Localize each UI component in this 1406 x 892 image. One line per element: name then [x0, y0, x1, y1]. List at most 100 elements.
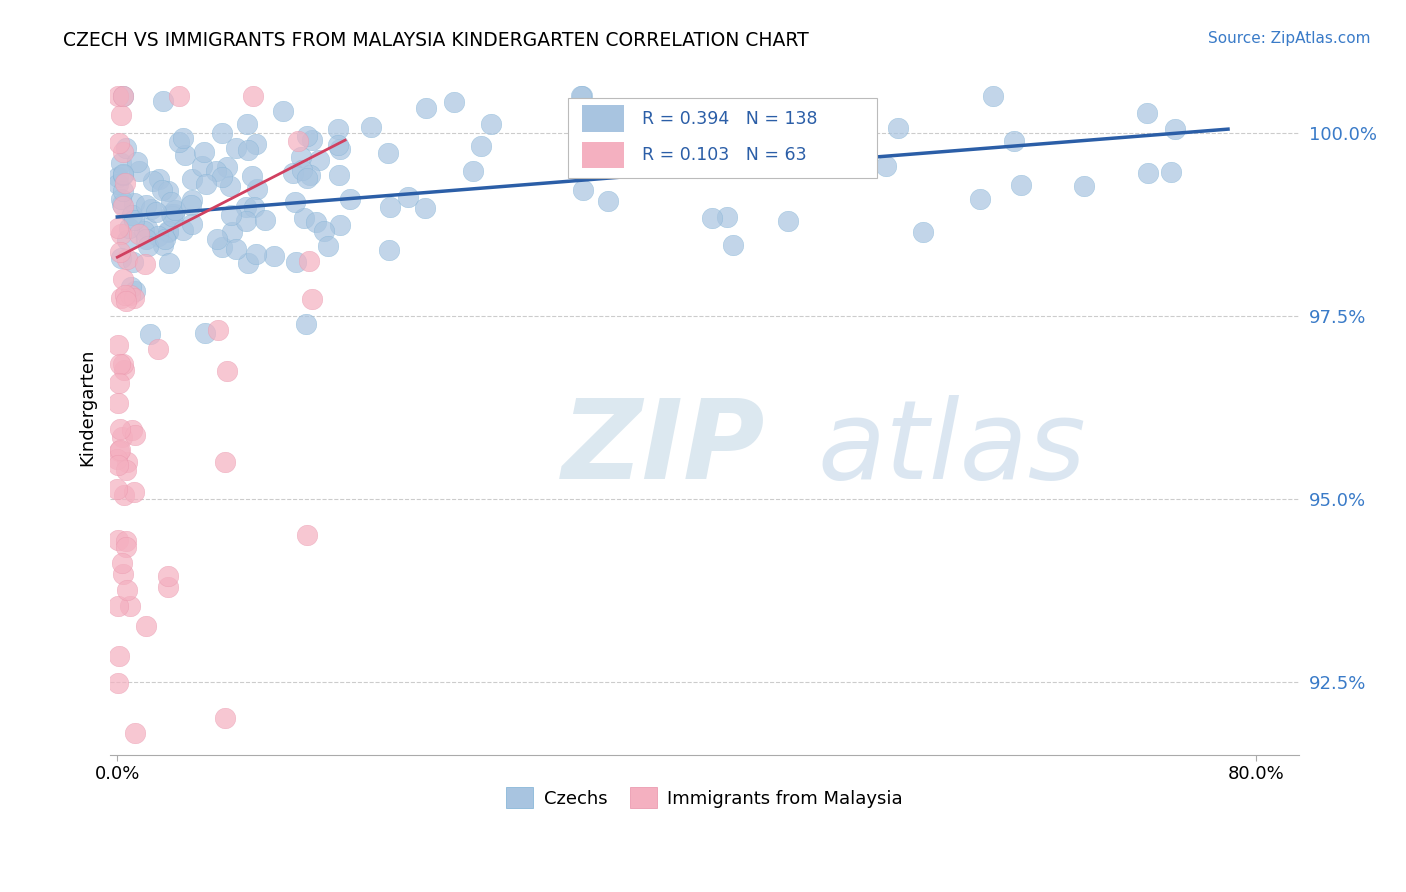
Point	[111, 271, 134, 285]
Point	[219, 179, 242, 194]
Point	[111, 167, 134, 181]
Point	[314, 224, 336, 238]
Point	[172, 223, 194, 237]
Point	[120, 280, 142, 294]
Point	[115, 533, 138, 548]
Point	[134, 257, 156, 271]
Point	[167, 89, 190, 103]
Point	[172, 130, 194, 145]
Point	[165, 203, 187, 218]
Text: atlas: atlas	[818, 395, 1087, 502]
Point	[128, 227, 150, 242]
Point	[271, 103, 294, 118]
Point	[875, 159, 897, 173]
Point	[1160, 165, 1182, 179]
Point	[163, 207, 186, 221]
Point	[135, 198, 157, 212]
Point	[225, 242, 247, 256]
Point	[115, 252, 138, 266]
Point	[107, 177, 129, 191]
Point	[378, 200, 401, 214]
Point	[108, 422, 131, 436]
Point	[245, 136, 267, 151]
Point	[112, 168, 135, 182]
Point	[298, 169, 321, 183]
Point	[571, 89, 593, 103]
Point	[122, 485, 145, 500]
Point	[112, 357, 135, 371]
Point	[207, 323, 229, 337]
Point	[160, 195, 183, 210]
Point	[479, 117, 502, 131]
Point	[135, 232, 157, 246]
Point	[763, 159, 786, 173]
Point	[115, 540, 138, 554]
Point	[295, 318, 318, 332]
Point	[235, 117, 257, 131]
Point	[138, 327, 160, 342]
Point	[124, 726, 146, 740]
Point	[284, 255, 307, 269]
Point	[105, 451, 128, 466]
Point	[193, 145, 215, 159]
Point	[112, 145, 135, 159]
Point	[254, 213, 277, 227]
Point	[122, 255, 145, 269]
Point	[211, 240, 233, 254]
Point	[110, 192, 132, 206]
Point	[110, 108, 132, 122]
Point	[167, 135, 190, 149]
Point	[1073, 178, 1095, 193]
Text: Source: ZipAtlas.com: Source: ZipAtlas.com	[1208, 31, 1371, 46]
Point	[1002, 134, 1025, 148]
Point	[301, 292, 323, 306]
Point	[246, 182, 269, 196]
Point	[134, 224, 156, 238]
Point	[295, 170, 318, 185]
Point	[214, 711, 236, 725]
Point	[114, 176, 136, 190]
Point	[111, 430, 134, 444]
Point	[115, 454, 138, 468]
Point	[225, 141, 247, 155]
Point	[572, 183, 595, 197]
Point	[105, 482, 128, 496]
Point	[118, 288, 141, 302]
Point	[281, 166, 304, 180]
Point	[173, 148, 195, 162]
Point	[107, 675, 129, 690]
Point	[152, 238, 174, 252]
Point	[328, 122, 350, 136]
Point	[107, 458, 129, 472]
Point	[121, 424, 143, 438]
FancyBboxPatch shape	[568, 98, 877, 178]
Point	[295, 128, 318, 143]
Point	[110, 227, 132, 241]
Point	[328, 168, 350, 182]
Point	[243, 200, 266, 214]
Point	[111, 184, 134, 198]
Point	[107, 89, 129, 103]
Point	[107, 221, 129, 235]
Point	[114, 141, 136, 155]
Point	[292, 211, 315, 226]
Point	[194, 177, 217, 191]
Point	[156, 580, 179, 594]
Point	[211, 169, 233, 184]
Point	[912, 225, 935, 239]
Point	[245, 246, 267, 260]
Point	[120, 599, 142, 614]
Point	[776, 214, 799, 228]
Point	[686, 161, 709, 176]
Point	[396, 190, 419, 204]
Point	[162, 210, 184, 224]
FancyBboxPatch shape	[582, 105, 624, 132]
Point	[211, 126, 233, 140]
Point	[290, 150, 312, 164]
Point	[305, 214, 328, 228]
Point	[298, 254, 321, 268]
Point	[1010, 178, 1032, 192]
Point	[702, 211, 724, 226]
Point	[240, 169, 263, 184]
Point	[122, 291, 145, 305]
